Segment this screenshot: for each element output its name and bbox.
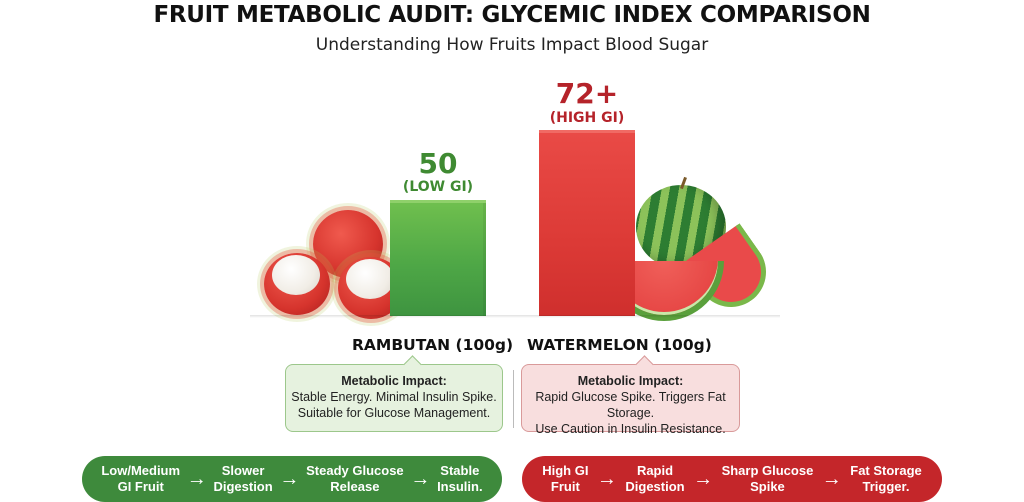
rambutan-label: RAMBUTAN (100g): [352, 336, 514, 354]
arrow-right-icon: →: [186, 468, 207, 490]
watermelon-gi-category: (HIGH GI): [549, 110, 625, 126]
impact-line: Suitable for Glucose Management.: [297, 406, 491, 420]
impact-line: Use Caution in Insulin Resistance.: [535, 422, 726, 436]
flow-step: Steady Glucose Release: [306, 463, 404, 494]
arrow-right-icon: →: [821, 468, 842, 490]
flow-step: Stable Insulin.: [437, 463, 483, 494]
arrow-right-icon: →: [279, 468, 300, 490]
watermelon-impact-callout: Metabolic Impact: Rapid Glucose Spike. T…: [521, 364, 740, 436]
rambutan-bar: [390, 200, 486, 316]
flow-step: Sharp Glucose Spike: [721, 463, 814, 494]
arrow-right-icon: →: [693, 468, 714, 490]
impact-heading: Metabolic Impact:: [341, 374, 447, 388]
rambutan-illustration: [258, 205, 408, 325]
watermelon-bar: [539, 130, 635, 316]
flow-step: High GI Fruit: [542, 463, 589, 494]
page-title: FRUIT METABOLIC AUDIT: GLYCEMIC INDEX CO…: [153, 2, 871, 28]
flow-step: Rapid Digestion: [625, 463, 685, 494]
impact-heading: Metabolic Impact:: [577, 374, 684, 388]
low-gi-flow: Low/Medium GI Fruit → Slower Digestion → S…: [82, 456, 502, 502]
callout-divider: [513, 370, 514, 428]
arrow-right-icon: →: [410, 468, 431, 490]
flow-step: Fat Storage Trigger.: [850, 463, 922, 494]
rambutan-gi-category: (LOW GI): [402, 179, 474, 195]
rambutan-impact-callout: Metabolic Impact: Stable Energy. Minimal…: [285, 364, 503, 432]
chart-baseline: [250, 315, 780, 318]
arrow-right-icon: →: [596, 468, 617, 490]
impact-line: Stable Energy. Minimal Insulin Spike.: [291, 390, 497, 404]
flow-step: Low/Medium GI Fruit: [101, 463, 181, 494]
impact-line: Rapid Glucose Spike. Triggers Fat Storag…: [535, 390, 726, 420]
rambutan-gi-value: 50: [418, 147, 458, 180]
watermelon-gi-value: 72+: [555, 77, 619, 110]
watermelon-label: WATERMELON (100g): [527, 336, 712, 354]
page-subtitle: Understanding How Fruits Impact Blood Su…: [315, 35, 709, 55]
flow-step: Slower Digestion: [213, 463, 273, 494]
high-gi-flow: High GI Fruit → Rapid Digestion → Sharp Gl…: [522, 456, 942, 502]
